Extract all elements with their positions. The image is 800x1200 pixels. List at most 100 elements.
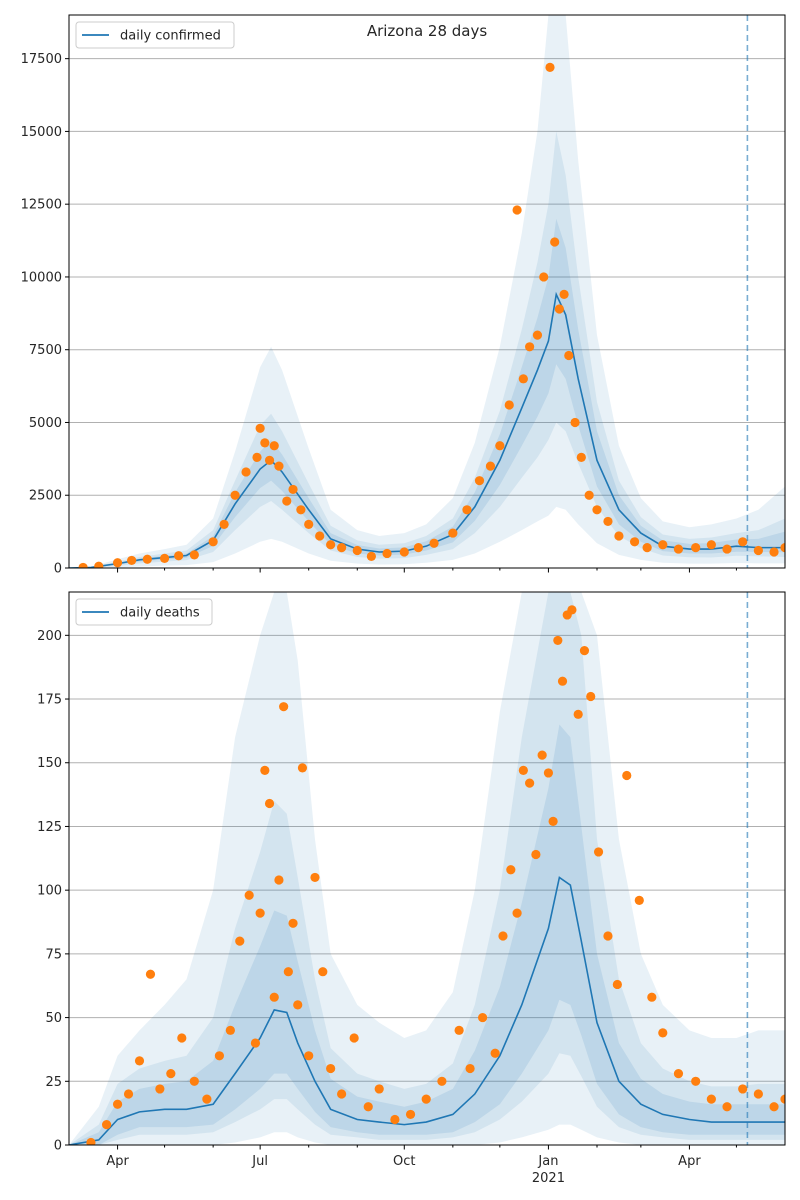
y-tick-label: 2500 [29,489,62,504]
y-tick-label: 125 [37,820,62,835]
observation-point [512,205,522,215]
observation-point [177,1033,187,1043]
y-tick-label: 100 [37,884,62,899]
observation-point [634,895,644,905]
y-tick-label: 75 [45,947,62,962]
observation-point [155,1084,165,1094]
observation-point [352,545,362,556]
observation-point [673,544,684,554]
observation-point [264,798,275,809]
observation-point [478,1012,488,1023]
observation-point [454,1025,464,1035]
observation-point [230,490,240,500]
observation-point [769,1102,779,1112]
observation-point [629,537,640,547]
observation-point [264,455,275,465]
observation-point [252,452,262,462]
observation-point [274,461,284,471]
observation-point [554,304,564,314]
observation-point [315,531,325,541]
observation-point [448,528,458,538]
observation-point [296,505,306,515]
series-line [69,876,785,1145]
observation-point [142,554,152,564]
y-tick-label: 7500 [29,343,62,358]
observation-point [579,646,590,656]
observation-point [413,543,423,553]
observation-point [553,635,563,646]
observation-point [612,979,622,990]
observation-point [189,550,199,560]
observation-point [374,1084,384,1094]
observation-point [780,1094,785,1104]
observation-point [304,519,314,529]
band-middle [69,131,785,568]
observation-point [260,765,270,775]
observation-point [94,561,104,568]
legend-box [75,598,213,626]
observation-point [706,1094,716,1104]
observation-point [573,709,583,719]
observation-point [603,516,613,527]
legend: daily deaths [75,598,213,626]
axes-frame [68,14,786,569]
y-tick-label: 17500 [21,52,62,67]
observation-point [485,461,496,471]
observation-point [282,496,292,506]
observation-point [189,1076,199,1086]
observation-point [559,289,569,300]
deaths-panel: 0 25 50 75 100 125 150 175 200 Apr Jul Oct Jan Apr 202… [37,591,786,1186]
band-middle [69,592,785,1145]
observation-point [269,441,279,451]
observation-point [753,545,763,556]
y-tick-label: 25 [45,1075,62,1090]
observation-point [405,1109,416,1120]
y-tick-label: 150 [37,756,62,771]
observation-point [274,875,284,885]
observation-point [658,1028,668,1038]
observation-point [465,1063,475,1074]
y-tick-label: 15000 [21,125,62,140]
observation-point [691,1076,701,1086]
observation-point [512,908,522,918]
observation-point [214,1051,225,1061]
observation-point [244,890,254,900]
observation-point [564,350,574,361]
observation-point [738,537,748,547]
observation-point [603,931,613,941]
observation-point [518,374,528,384]
observation-point [86,1137,96,1145]
y-tick-label: 12500 [21,198,62,213]
observation-point [102,1120,112,1130]
observation-point [570,417,580,428]
observation-point [235,936,245,946]
x-tick-label: Jul [251,1154,268,1169]
observation-point [288,918,298,928]
observation-point [548,816,558,826]
observation-point [255,908,265,918]
observation-point [537,750,547,760]
observation-point [490,1048,500,1058]
observation-point [166,1069,176,1079]
observation-point [462,505,472,515]
observation-point [614,531,624,541]
band-outer [69,15,785,568]
y-tick-label: 0 [54,562,62,577]
observation-point [525,342,535,352]
observation-point [531,849,541,860]
y-tick-label: 200 [37,629,62,644]
legend-label: daily confirmed [120,29,221,44]
observation-point [532,330,543,340]
plot-area [69,592,785,1145]
observation-point [593,847,604,857]
observation-point [225,1025,235,1035]
observation-point [159,553,170,563]
observation-point [543,768,554,778]
chart-title: Arizona 28 days [367,22,488,40]
observation-point [127,555,137,566]
y-tick-label: 5000 [29,416,62,431]
observation-point [202,1094,212,1104]
y-tick-label: 10000 [21,270,62,285]
observation-point [337,543,347,553]
observation-point [753,1089,763,1099]
